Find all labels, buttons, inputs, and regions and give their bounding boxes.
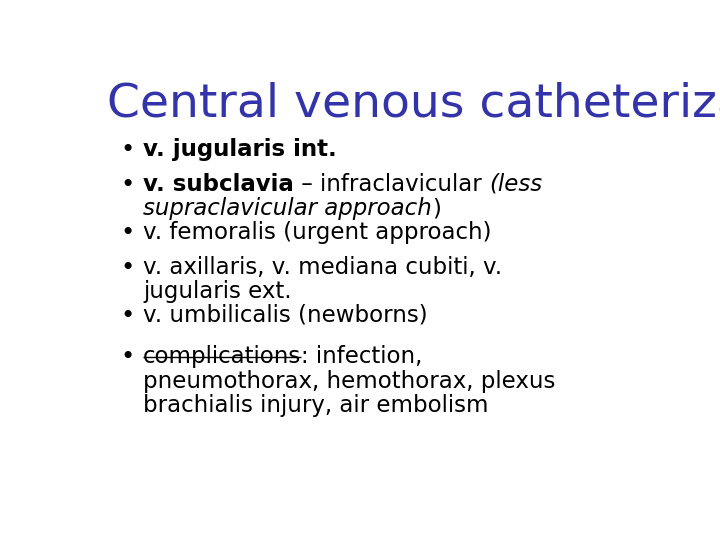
Text: pneumothorax, hemothorax, plexus: pneumothorax, hemothorax, plexus — [143, 369, 555, 393]
Text: jugularis ext.: jugularis ext. — [143, 280, 292, 303]
Text: v. umbilicalis (newborns): v. umbilicalis (newborns) — [143, 304, 428, 327]
Text: Central venous catheterization: Central venous catheterization — [107, 82, 720, 126]
Text: complications: complications — [143, 346, 301, 368]
Text: v. axillaris, v. mediana cubiti, v.: v. axillaris, v. mediana cubiti, v. — [143, 256, 502, 279]
Text: •: • — [121, 304, 135, 328]
Text: v. femoralis (urgent approach): v. femoralis (urgent approach) — [143, 221, 492, 244]
Text: – infraclavicular: – infraclavicular — [294, 173, 489, 196]
Text: •: • — [121, 256, 135, 280]
Text: v. subclavia: v. subclavia — [143, 173, 294, 196]
Text: supraclavicular approach: supraclavicular approach — [143, 197, 432, 220]
Text: v. jugularis int.: v. jugularis int. — [143, 138, 337, 160]
Text: •: • — [121, 221, 135, 245]
Text: ): ) — [432, 197, 441, 220]
Text: : infection,: : infection, — [301, 346, 423, 368]
Text: •: • — [121, 346, 135, 369]
Text: •: • — [121, 173, 135, 197]
Text: brachialis injury, air embolism: brachialis injury, air embolism — [143, 394, 488, 417]
Text: (less: (less — [489, 173, 542, 196]
Text: •: • — [121, 138, 135, 161]
